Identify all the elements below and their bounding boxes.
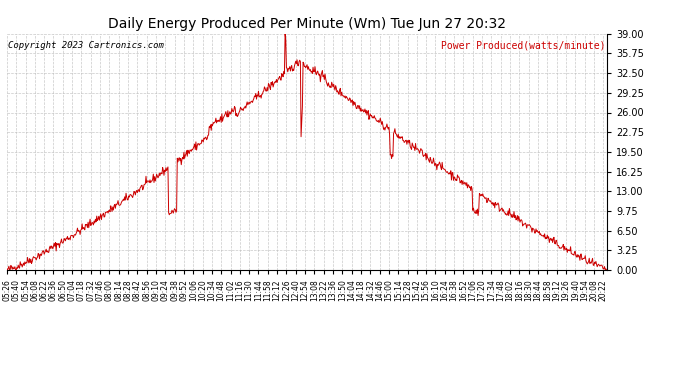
Text: Copyright 2023 Cartronics.com: Copyright 2023 Cartronics.com <box>8 41 164 50</box>
Title: Daily Energy Produced Per Minute (Wm) Tue Jun 27 20:32: Daily Energy Produced Per Minute (Wm) Tu… <box>108 17 506 31</box>
Text: Power Produced(watts/minute): Power Produced(watts/minute) <box>442 41 606 51</box>
